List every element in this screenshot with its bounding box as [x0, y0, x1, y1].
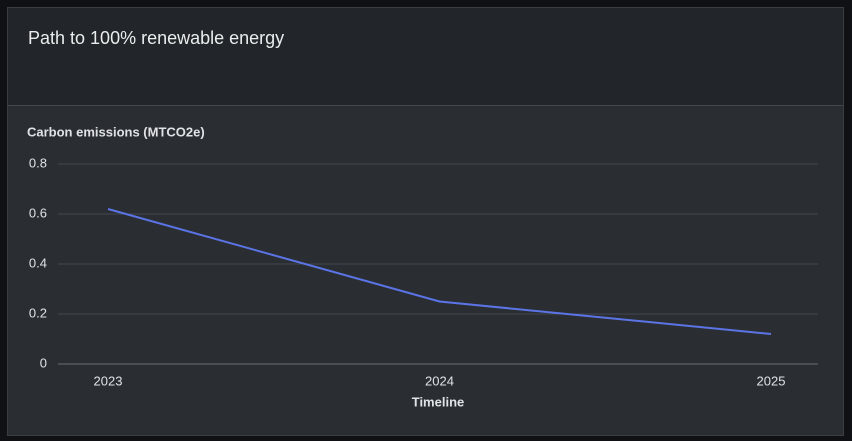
- y-tick-label: 0: [40, 355, 47, 370]
- y-axis-label: Carbon emissions (MTCO2e): [27, 124, 205, 139]
- x-tick-label: 2023: [94, 373, 123, 388]
- y-tick-label: 0.2: [29, 305, 47, 320]
- x-axis-label: Timeline: [412, 394, 465, 409]
- x-tick-label: 2024: [425, 373, 454, 388]
- chart-title: Path to 100% renewable energy: [28, 28, 285, 48]
- y-tick-label: 0.4: [29, 255, 47, 270]
- y-tick-label: 0.6: [29, 205, 47, 220]
- series-line: [107, 208, 772, 335]
- y-tick-label: 0.8: [29, 155, 47, 170]
- card-header: [8, 8, 843, 106]
- x-tick-label: 2025: [757, 373, 786, 388]
